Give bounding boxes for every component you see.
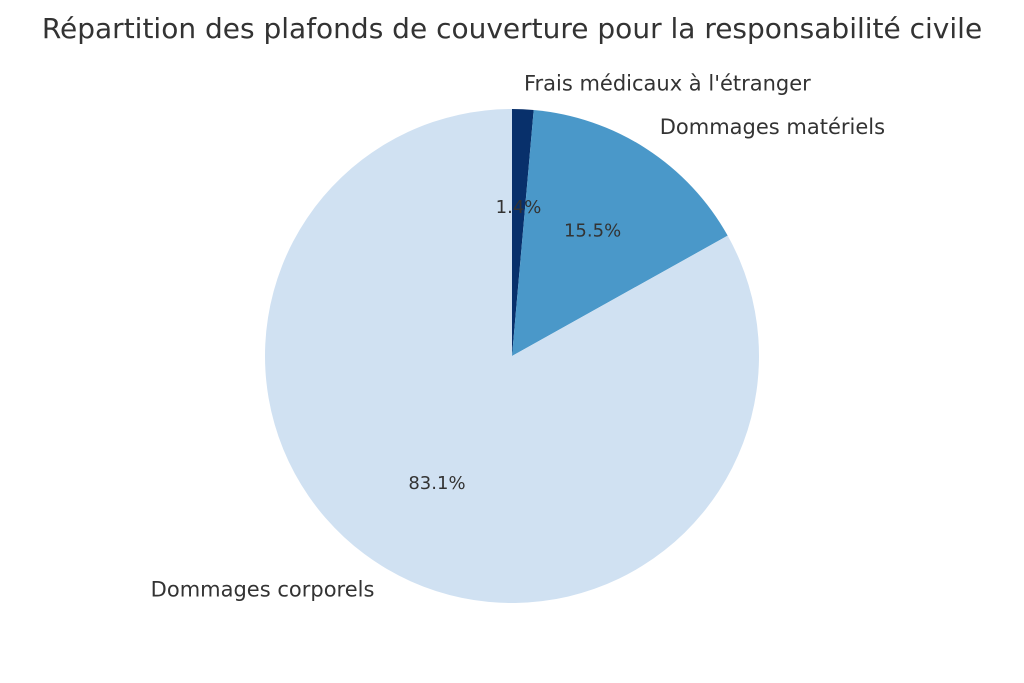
pie-percent-label-frais-medicaux-a-l-etranger: 1.4% [496,197,542,218]
pie-slice-dommages-materiels [512,109,728,356]
pie-category-label-dommages-corporels: Dommages corporels [151,577,375,601]
pie-percent-label-dommages-corporels: 83.1% [408,473,465,494]
pie-slice-dommages-corporels [265,109,759,603]
chart-title: Répartition des plafonds de couverture p… [42,12,982,45]
pie-slice-frais-medicaux-a-l-etranger [512,109,534,356]
pie-category-label-dommages-materiels: Dommages matériels [660,115,885,139]
pie-percent-labels: 1.4% 15.5% 83.1% [408,197,621,494]
pie-slices [265,109,759,603]
pie-category-label-frais-medicaux-a-l-etranger: Frais médicaux à l'étranger [524,72,811,96]
pie-category-labels: Frais médicaux à l'étranger Dommages maté… [151,72,885,602]
pie-percent-label-dommages-materiels: 15.5% [564,221,621,242]
